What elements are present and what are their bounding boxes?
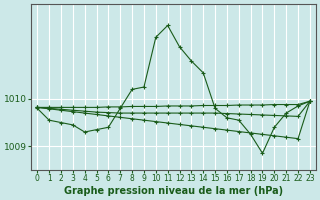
- X-axis label: Graphe pression niveau de la mer (hPa): Graphe pression niveau de la mer (hPa): [64, 186, 283, 196]
